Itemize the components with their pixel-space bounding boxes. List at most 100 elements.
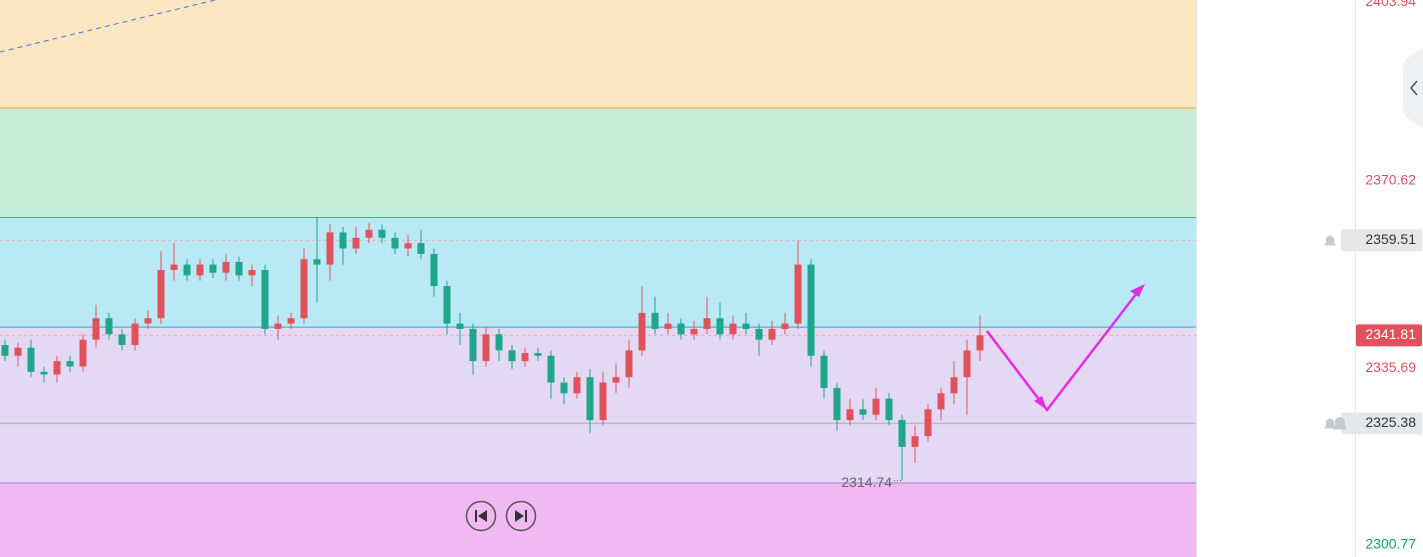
price-axis (1196, 0, 1355, 557)
price-label: 2325.38 (1365, 414, 1416, 430)
arrow-head (1130, 284, 1145, 297)
candle-body (144, 318, 152, 324)
trend-line (0, 0, 216, 53)
collapse-tab[interactable] (1403, 48, 1423, 128)
candle-body (755, 328, 763, 340)
price-label: 2359.51 (1365, 231, 1416, 247)
candle-body (131, 323, 139, 346)
candle-body (482, 334, 490, 362)
price-box (1356, 324, 1422, 347)
candle-body (508, 350, 516, 362)
fib-zone (0, 108, 1196, 218)
icon (475, 510, 477, 522)
candle-body (612, 377, 620, 383)
price-lines (0, 239, 1355, 425)
candle-body (872, 398, 880, 415)
candle-body (534, 353, 542, 356)
candle-body (742, 323, 750, 329)
candle-body (183, 264, 191, 276)
candle-body (521, 353, 529, 362)
candle-body (14, 347, 22, 356)
replay-back-button[interactable] (465, 500, 497, 532)
candle-body (157, 269, 165, 319)
candle-body (222, 261, 230, 273)
candle-body (729, 323, 737, 335)
candle-body (274, 323, 282, 329)
candle-body (430, 253, 438, 287)
candle-body (976, 335, 984, 351)
bell-icon (1324, 418, 1336, 429)
arrow-head (1034, 396, 1047, 410)
candle-body (261, 269, 269, 329)
alert-bell (1324, 416, 1347, 430)
candle-body (794, 264, 802, 324)
tab-icon (1409, 80, 1418, 96)
candle-body (469, 328, 477, 362)
candle-body (638, 312, 646, 351)
candle-body (664, 323, 672, 329)
candle-body (677, 323, 685, 335)
candle-body (378, 229, 386, 238)
candle-body (339, 232, 347, 249)
candle-body (404, 243, 412, 249)
candle-body (443, 286, 451, 324)
price-box (1341, 412, 1422, 435)
replay-forward-button[interactable] (505, 500, 537, 532)
button-circle[interactable] (465, 500, 497, 532)
price-box (1341, 229, 1422, 252)
fib-zone (0, 327, 1196, 484)
alert-bell (1324, 235, 1336, 246)
candle-body (703, 318, 711, 329)
candle-body (79, 339, 87, 367)
candle-body (27, 347, 35, 372)
candle-body (300, 259, 308, 319)
bell-icon (1333, 416, 1347, 430)
candle-body (40, 371, 48, 375)
price-label: 2341.81 (1365, 326, 1416, 342)
projection-arrow (986, 284, 1145, 413)
candle-body (820, 355, 828, 388)
candle-body (248, 269, 256, 276)
candle-body (209, 264, 217, 273)
price-label: 2403.94 (1365, 0, 1416, 9)
candle-body (235, 261, 243, 276)
candle-body (196, 264, 204, 276)
fib-zone (0, 0, 1196, 109)
candle-body (456, 323, 464, 329)
candle-body (885, 398, 893, 421)
candle-body (560, 382, 568, 394)
candle-body (53, 361, 61, 375)
fib-zone (0, 217, 1196, 328)
axis-labels: 2403.94 2370.62 2359.51 2341.81 2335.69 2325.… (1324, 0, 1422, 552)
button-circle[interactable] (505, 500, 537, 532)
candle-body (391, 237, 399, 249)
candle-body (859, 409, 867, 415)
icon (525, 510, 527, 522)
candle-body (352, 237, 360, 249)
candle-body (833, 387, 841, 421)
candle-body (547, 355, 555, 383)
bell-icon (1324, 235, 1336, 246)
candle-body (963, 350, 971, 378)
icon (478, 510, 487, 522)
candle-body (66, 361, 74, 367)
candle-body (781, 323, 789, 329)
candle-body (365, 229, 373, 238)
candle-body (599, 382, 607, 421)
candle-body (105, 318, 113, 335)
candle-body (326, 232, 334, 265)
candle-body (807, 264, 815, 356)
candle-body (768, 328, 776, 340)
tab-shape[interactable] (1403, 48, 1423, 128)
candle-body (651, 312, 659, 329)
candle-body (690, 328, 698, 335)
candles: 2314.74 (1, 216, 984, 490)
candle-body (287, 318, 295, 324)
candle-body (118, 334, 126, 346)
candle-body (924, 409, 932, 437)
candle-body (846, 409, 854, 421)
price-label: 2335.69 (1365, 359, 1416, 375)
fib-zones: 0.382(2384.21)0.5(2363.78)0.618(2343.35)… (0, 0, 1297, 557)
